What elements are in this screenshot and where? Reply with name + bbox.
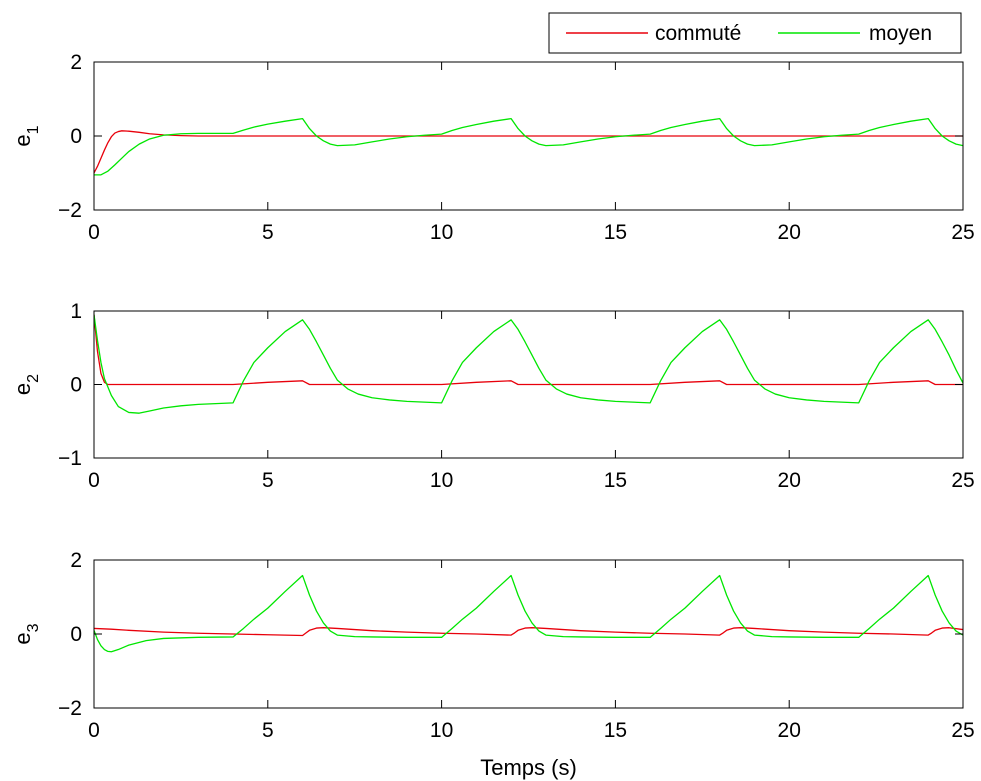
x-tick-label: 10 — [430, 719, 453, 742]
subplot-3: 0 5 10 15 20 25 −2 0 2 e3 Temps (s) — [10, 549, 975, 780]
x-tick-label: 20 — [778, 719, 801, 742]
series-line-commute-3 — [94, 627, 963, 637]
x-tick-label: 0 — [88, 221, 100, 244]
x-tick-label: 20 — [778, 221, 801, 244]
y-tick-label: −1 — [58, 447, 82, 470]
series-line-moyen-3 — [94, 574, 963, 653]
x-tick-label: 5 — [262, 221, 274, 244]
y-tick-label: −2 — [58, 697, 82, 720]
x-tick-label: 5 — [262, 469, 274, 492]
x-tick-label: 25 — [951, 719, 974, 742]
y-tick-label: 0 — [70, 374, 82, 397]
y-axis-label: e1 — [10, 125, 42, 146]
x-axis-label: Temps (s) — [480, 755, 577, 780]
x-tick-label: 25 — [951, 469, 974, 492]
x-tick-label: 10 — [430, 221, 453, 244]
x-tick-label: 10 — [430, 469, 453, 492]
y-tick-label: 2 — [70, 549, 82, 572]
y-axis-label: e3 — [10, 623, 42, 644]
y-tick-label: −2 — [58, 199, 82, 222]
y-tick-label: 0 — [70, 623, 82, 646]
x-tick-label: 0 — [88, 719, 100, 742]
series-line-commute-1 — [94, 130, 963, 174]
legend: commuté moyen — [548, 12, 962, 54]
x-tick-label: 5 — [262, 719, 274, 742]
x-tick-label: 15 — [604, 469, 627, 492]
subplot-2: 0 5 10 15 20 25 −1 0 1 e2 — [10, 300, 975, 492]
legend-label-moyen: moyen — [869, 22, 932, 45]
series-line-commute-2 — [94, 314, 963, 386]
series-line-moyen-2 — [94, 314, 963, 414]
x-tick-label: 25 — [951, 221, 974, 244]
legend-label-commute: commuté — [655, 22, 741, 45]
y-tick-label: 0 — [70, 125, 82, 148]
series-line-moyen-1 — [94, 117, 963, 176]
x-tick-label: 15 — [604, 719, 627, 742]
x-tick-label: 20 — [778, 469, 801, 492]
x-tick-label: 15 — [604, 221, 627, 244]
subplot-1: 0 5 10 15 20 25 −2 0 2 e1 — [10, 51, 975, 244]
y-tick-label: 1 — [70, 300, 82, 323]
y-tick-label: 2 — [70, 51, 82, 74]
y-axis-label: e2 — [10, 374, 42, 395]
x-tick-label: 0 — [88, 469, 100, 492]
